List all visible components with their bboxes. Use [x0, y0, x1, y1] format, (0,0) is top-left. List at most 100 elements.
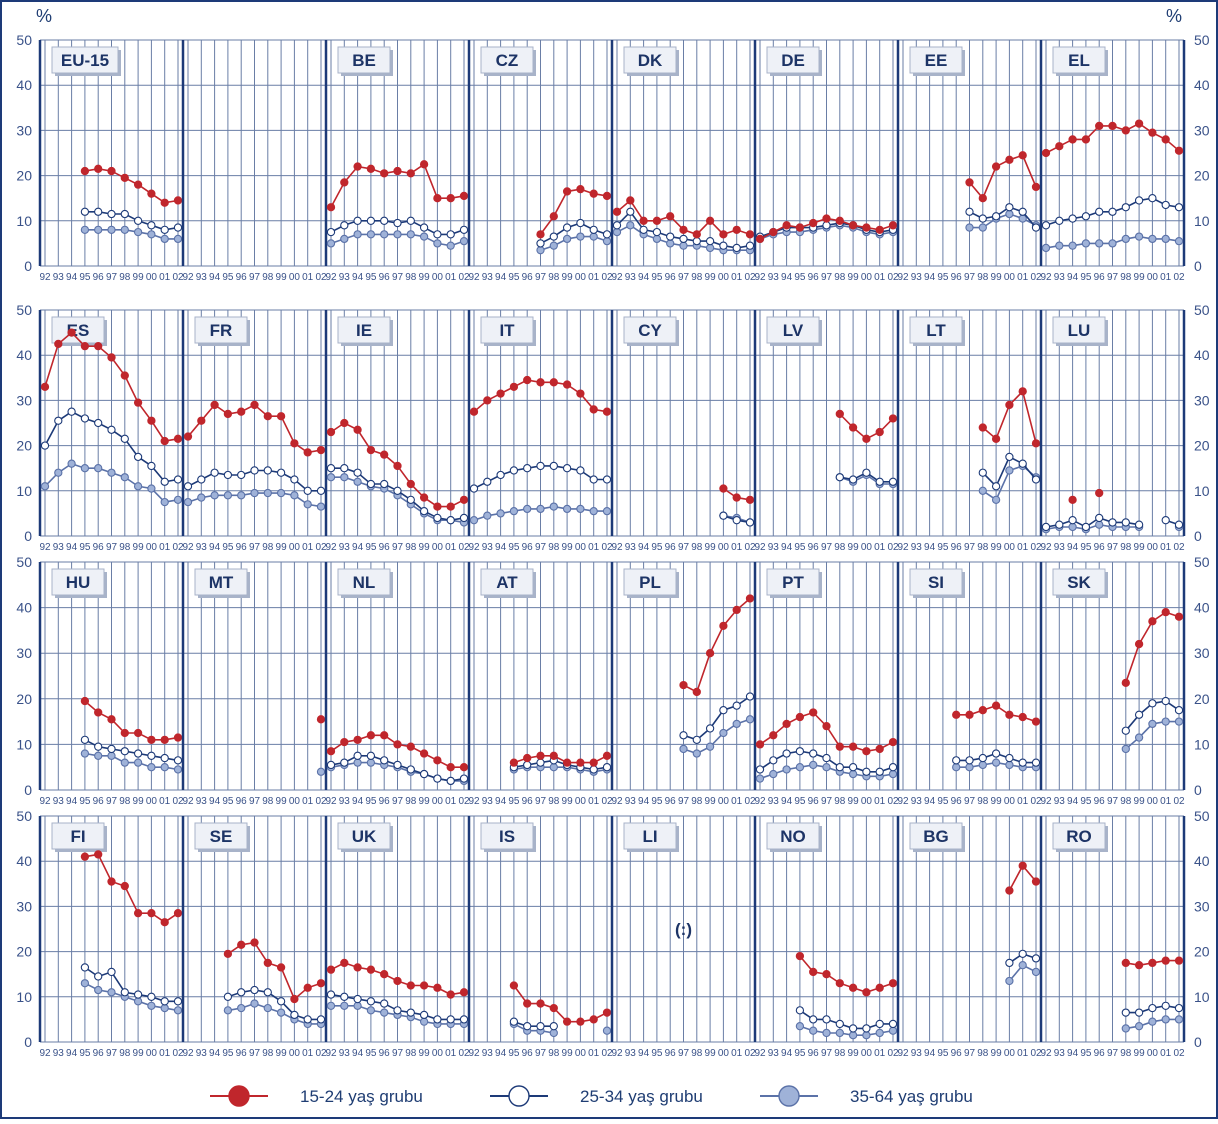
x-tick-label: 94	[1067, 796, 1079, 807]
series-35-64-point	[1134, 232, 1144, 241]
series-25-34-point	[459, 225, 469, 234]
x-tick-label: 93	[1054, 542, 1066, 553]
series-25-34-point	[888, 477, 898, 486]
series-25-34-point	[303, 1015, 312, 1024]
x-tick-label: 96	[951, 1048, 963, 1059]
series-35-64-point	[173, 495, 183, 504]
y-tick-label-left: 20	[16, 944, 32, 960]
series-25-34-point	[835, 763, 844, 772]
x-tick-label: 02	[887, 1048, 899, 1059]
x-tick-label: 92	[39, 796, 51, 807]
series-15-24-point	[795, 712, 805, 722]
x-tick-label: 01	[159, 272, 171, 283]
series-15-24-point	[1005, 886, 1014, 895]
country-label: HU	[66, 573, 91, 592]
y-tick-label-left: 30	[16, 122, 32, 138]
x-tick-label: 00	[575, 542, 587, 553]
series-15-24-point	[316, 715, 326, 724]
y-tick-label-left: 0	[24, 258, 32, 274]
x-tick-label: 01	[302, 796, 314, 807]
x-tick-label: 93	[53, 272, 65, 283]
series-15-24-point	[666, 212, 675, 221]
series-15-24-point	[120, 728, 129, 738]
series-25-34-point	[978, 214, 987, 223]
series-25-34-point	[353, 216, 362, 225]
series-35-64-point	[173, 765, 183, 774]
series-35-64-point	[795, 763, 805, 772]
series-15-24-point	[965, 710, 974, 719]
series-15-24-point	[353, 735, 362, 744]
series-25-34-point	[1031, 954, 1041, 963]
x-tick-label: 98	[548, 542, 560, 553]
series-35-64-point	[978, 760, 987, 770]
series-35-64-point	[316, 502, 326, 511]
x-tick-label: 97	[249, 796, 261, 807]
country-label-box	[909, 316, 963, 344]
x-tick-label: 98	[262, 796, 274, 807]
country-label: LV	[783, 321, 804, 340]
x-tick-label: 02	[172, 272, 184, 283]
series-35-64-point	[160, 763, 169, 772]
series-15-24-point	[745, 495, 755, 504]
series-25-34-point	[705, 236, 715, 246]
series-35-64-point	[446, 241, 455, 250]
country-label: UK	[352, 827, 377, 846]
series-15-24-point	[1005, 710, 1014, 719]
y-tick-label-left: 50	[16, 32, 32, 48]
series-15-24-point	[120, 371, 129, 380]
series-25-34-point	[340, 992, 349, 1001]
x-tick-label: 99	[562, 1048, 574, 1059]
series-15-24-point	[523, 753, 532, 763]
country-label-box	[51, 46, 119, 74]
series-35-64-point	[419, 232, 429, 241]
series-25-34-point	[612, 221, 622, 230]
x-tick-label: 01	[731, 1048, 743, 1059]
x-tick-label: 95	[508, 1048, 520, 1059]
series-15-24-point	[107, 877, 116, 886]
series-35-64-point	[626, 221, 635, 230]
x-tick-label: 00	[861, 542, 873, 553]
series-35-64-point	[40, 482, 50, 491]
series-25-34-point	[340, 758, 349, 767]
x-tick-label: 95	[794, 796, 806, 807]
series-25-34-point	[419, 506, 429, 516]
country-label: LU	[1068, 321, 1091, 340]
series-25-34-point	[1018, 949, 1027, 959]
series-15-24-point	[755, 740, 765, 749]
series-25-34-point	[875, 477, 884, 486]
y-tick-label-right: 0	[1194, 1034, 1202, 1050]
series-35-64-point	[978, 486, 987, 495]
series-15-24-point	[94, 708, 103, 717]
series-15-24-point	[326, 965, 336, 974]
series-35-64-point	[237, 491, 246, 500]
x-tick-label: 95	[508, 542, 520, 553]
series-35-64-point	[755, 774, 765, 783]
series-15-24-point	[303, 448, 312, 457]
series-15-24-point	[1161, 608, 1170, 617]
x-tick-label: 96	[808, 272, 820, 283]
series-35-64-point	[433, 239, 442, 248]
series-35-64-point	[848, 1031, 858, 1040]
series-25-34-point	[862, 767, 871, 776]
series-25-34-point	[406, 765, 415, 774]
x-tick-label: 01	[731, 796, 743, 807]
x-tick-label: 97	[964, 1048, 976, 1059]
country-label: LI	[642, 827, 657, 846]
x-tick-label: 95	[222, 272, 234, 283]
country-label-box	[480, 316, 534, 344]
series-25-34-point	[1121, 203, 1130, 212]
x-tick-label: 97	[1107, 542, 1119, 553]
x-tick-label: 98	[691, 542, 703, 553]
series-15-24-point	[848, 221, 858, 230]
series-25-34-point	[303, 486, 312, 495]
series-35-64-point	[1041, 243, 1051, 253]
series-15-24-point	[107, 166, 116, 176]
x-tick-label: 99	[419, 542, 431, 553]
x-tick-label: 94	[924, 796, 936, 807]
series-15-24-point	[133, 909, 143, 918]
series-15-24-point	[1134, 639, 1144, 649]
series-25-34-point	[419, 1010, 429, 1020]
series-15-24-point	[1031, 877, 1041, 886]
series-15-24-point	[679, 225, 688, 234]
